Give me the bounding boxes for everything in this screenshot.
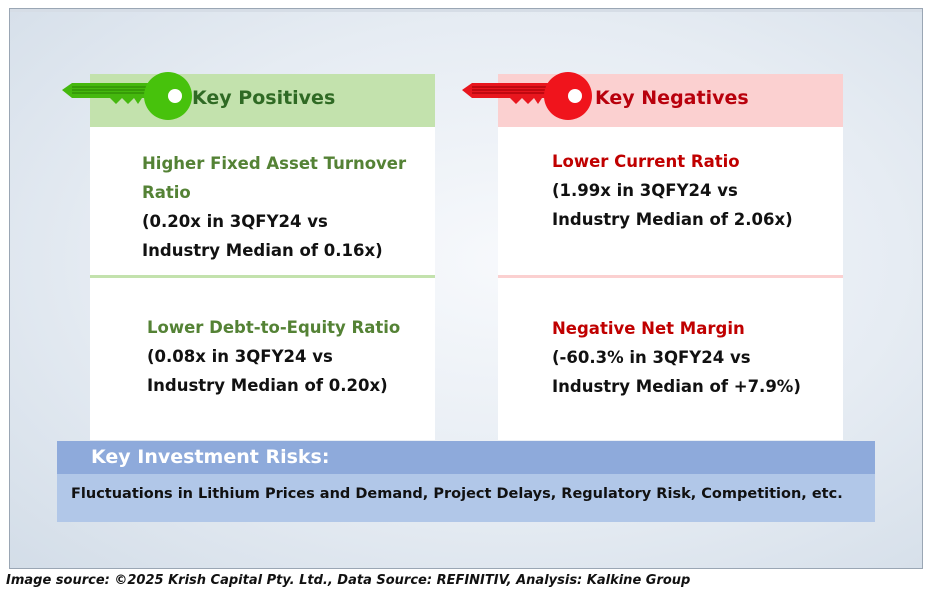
negative-item-detail: (1.99x in 3QFY24 vs xyxy=(552,181,738,200)
key-positives-title: Key Positives xyxy=(192,87,336,109)
positive-item-fixed-asset-turnover: Higher Fixed Asset Turnover Ratio (0.20x… xyxy=(142,149,406,265)
positive-item-title: Ratio xyxy=(142,183,191,202)
positive-item-title: Lower Debt-to-Equity Ratio xyxy=(147,318,401,337)
positive-item-detail: (0.08x in 3QFY24 vs xyxy=(147,347,333,366)
negative-item-title: Negative Net Margin xyxy=(552,319,745,338)
negative-item-current-ratio: Lower Current Ratio (1.99x in 3QFY24 vs … xyxy=(552,147,793,234)
key-investment-risks-text: Fluctuations in Lithium Prices and Deman… xyxy=(71,486,843,502)
key-investment-risks-title: Key Investment Risks: xyxy=(91,446,330,468)
source-footer: Image source: ©2025 Krish Capital Pty. L… xyxy=(6,573,691,588)
positive-item-debt-to-equity: Lower Debt-to-Equity Ratio (0.08x in 3QF… xyxy=(147,313,400,400)
key-positives-panel: Key Positives Higher Fixed Asset Turnove… xyxy=(62,72,435,440)
positive-item-detail: Industry Median of 0.20x) xyxy=(147,376,388,395)
negative-item-detail: (-60.3% in 3QFY24 vs xyxy=(552,348,751,367)
negative-item-title: Lower Current Ratio xyxy=(552,152,740,171)
positives-divider xyxy=(90,275,435,278)
key-positives-header: Key Positives xyxy=(62,72,435,127)
negative-item-net-margin: Negative Net Margin (-60.3% in 3QFY24 vs… xyxy=(552,314,801,401)
green-key-icon xyxy=(62,72,192,120)
key-negatives-panel: Key Negatives Lower Current Ratio (1.99x… xyxy=(462,72,843,440)
red-key-icon xyxy=(462,72,592,120)
negative-item-detail: Industry Median of +7.9%) xyxy=(552,377,801,396)
slide-frame: Key Positives Higher Fixed Asset Turnove… xyxy=(9,8,923,569)
key-negatives-header: Key Negatives xyxy=(462,72,843,127)
negative-item-detail: Industry Median of 2.06x) xyxy=(552,210,793,229)
positive-item-title: Higher Fixed Asset Turnover xyxy=(142,154,407,173)
key-investment-risks-panel: Key Investment Risks: Fluctuations in Li… xyxy=(57,441,875,522)
positive-item-detail: (0.20x in 3QFY24 vs xyxy=(142,212,328,231)
key-investment-risks-header: Key Investment Risks: xyxy=(57,441,875,474)
negatives-divider xyxy=(498,275,843,278)
key-negatives-title: Key Negatives xyxy=(595,87,749,109)
positive-item-detail: Industry Median of 0.16x) xyxy=(142,241,383,260)
